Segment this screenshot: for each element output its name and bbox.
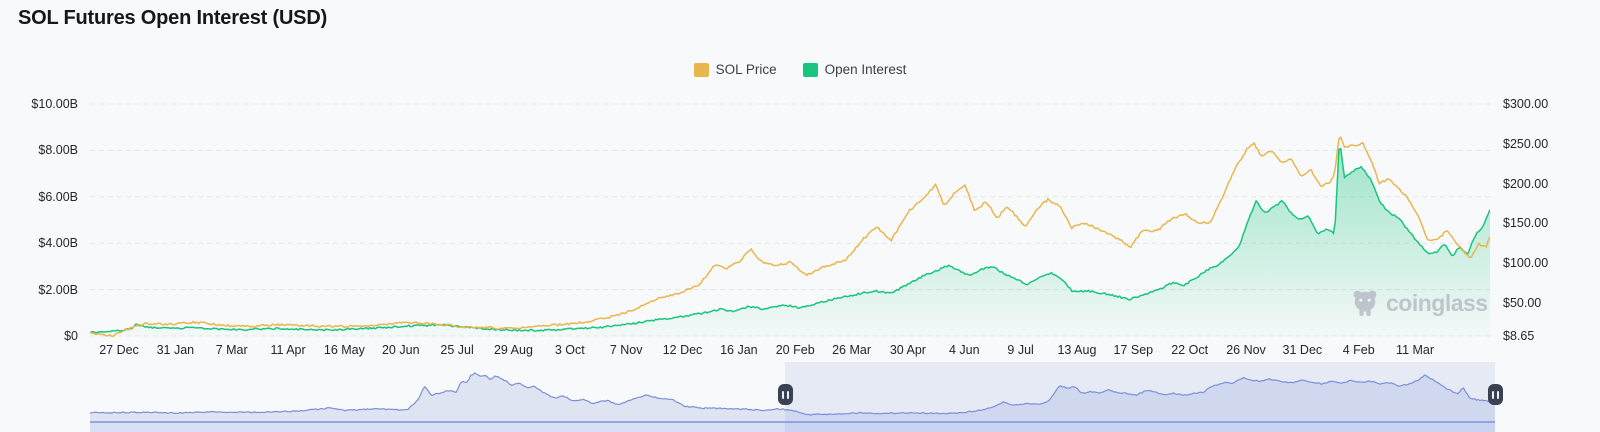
- x-axis-tick-label: 17 Sep: [1113, 343, 1154, 357]
- legend-label: SOL Price: [715, 62, 777, 77]
- navigator-selected-range[interactable]: [785, 362, 1495, 432]
- page-title: SOL Futures Open Interest (USD): [18, 7, 328, 29]
- x-axis-tick-label: 13 Aug: [1057, 343, 1097, 357]
- navigator-area: [90, 373, 1495, 421]
- legend: SOL Price Open Interest: [0, 62, 1600, 77]
- right-axis-tick-label: $50.00: [1503, 296, 1542, 311]
- navigator-axis-band[interactable]: [90, 421, 1495, 432]
- right-axis-tick-label: $200.00: [1503, 176, 1549, 191]
- x-axis-tick-label: 7 Nov: [609, 343, 643, 357]
- x-axis-tick-label: 31 Jan: [156, 343, 195, 357]
- sol-price-line: [90, 136, 1490, 338]
- x-axis-tick-label: 12 Dec: [662, 343, 703, 357]
- open-interest-area: [90, 148, 1490, 336]
- x-axis-tick-label: 30 Apr: [889, 343, 926, 357]
- legend-item-open-interest[interactable]: Open Interest: [802, 62, 907, 77]
- coinglass-watermark-label: coinglass: [1386, 289, 1488, 316]
- main-chart[interactable]: [90, 100, 1490, 340]
- x-axis-tick-label: 25 Jul: [440, 343, 474, 357]
- legend-label: Open Interest: [824, 62, 907, 77]
- x-axis-tick-label: 22 Oct: [1171, 343, 1209, 357]
- x-axis-tick-label: 7 Mar: [215, 343, 248, 357]
- x-axis-tick-label: 4 Jun: [948, 343, 980, 357]
- navigator-chart[interactable]: [90, 360, 1495, 422]
- x-axis-tick-label: 20 Jun: [381, 343, 420, 357]
- left-axis-tick-label: $4.00B: [38, 236, 78, 251]
- x-axis-tick-label: 4 Feb: [1342, 343, 1375, 357]
- x-axis-tick-label: 26 Mar: [832, 343, 871, 357]
- coinglass-watermark: coinglass: [1350, 288, 1488, 318]
- open-interest-swatch-icon: [802, 62, 818, 77]
- x-axis-tick-label: 16 May: [323, 343, 365, 357]
- open-interest-line: [90, 148, 1490, 334]
- x-axis-tick-label: 31 Dec: [1282, 343, 1323, 357]
- pause-bar-icon: [781, 390, 784, 399]
- left-axis-tick-label: $2.00B: [38, 282, 78, 297]
- legend-item-sol-price[interactable]: SOL Price: [693, 62, 777, 77]
- sol-price-swatch-icon: [693, 62, 709, 77]
- right-axis-tick-label: $250.00: [1503, 136, 1549, 151]
- pause-bar-icon: [1491, 390, 1494, 399]
- x-axis-tick-label: 3 Oct: [554, 343, 585, 357]
- right-axis-tick-label: $8.65: [1503, 329, 1535, 343]
- x-axis-tick-label: 11 Mar: [1396, 343, 1435, 357]
- right-axis-tick-label: $300.00: [1503, 97, 1549, 111]
- navigator-left-handle[interactable]: [777, 384, 793, 405]
- coinglass-logo-icon: [1353, 290, 1377, 317]
- left-axis-tick-label: $6.00B: [38, 189, 78, 204]
- x-axis-tick-label: 16 Jan: [720, 343, 758, 357]
- x-axis-tick-label: 11 Apr: [270, 343, 306, 357]
- x-axis-tick-label: 27 Dec: [99, 343, 139, 357]
- x-axis-tick-label: 29 Aug: [493, 343, 533, 357]
- x-axis-tick-label: 9 Jul: [1007, 343, 1034, 357]
- right-axis-tick-label: $100.00: [1503, 256, 1549, 271]
- x-axis-tick-label: 26 Nov: [1226, 343, 1266, 357]
- pause-bar-icon: [1496, 390, 1499, 399]
- left-axis-tick-label: $8.00B: [38, 143, 78, 158]
- navigator-line: [90, 372, 1495, 416]
- pause-bar-icon: [786, 390, 789, 399]
- x-axis-tick-label: 20 Feb: [775, 343, 815, 357]
- navigator-right-handle[interactable]: [1487, 384, 1503, 405]
- left-axis-tick-label: $10.00B: [31, 97, 78, 111]
- left-axis-tick-label: $0: [64, 329, 78, 343]
- right-axis-tick-label: $150.00: [1503, 216, 1549, 231]
